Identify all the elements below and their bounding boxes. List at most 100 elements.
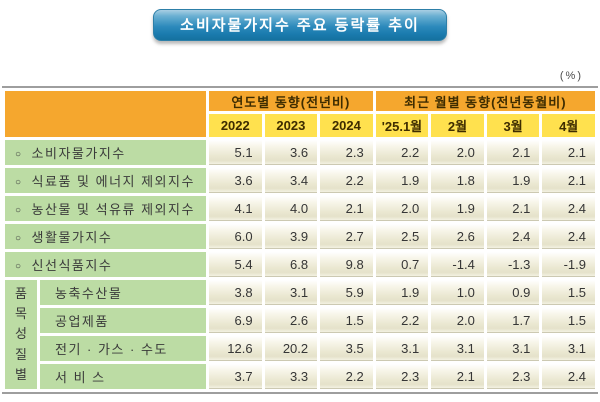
value-cell: 2.1 bbox=[320, 196, 373, 221]
value-cell: 3.7 bbox=[209, 364, 262, 389]
value-cell: 0.7 bbox=[375, 252, 429, 277]
value-cell: 1.5 bbox=[320, 308, 373, 333]
value-cell: 2.4 bbox=[542, 224, 595, 249]
value-cell: 6.8 bbox=[264, 252, 318, 277]
value-cell: 1.9 bbox=[486, 168, 540, 193]
value-cell: 2.7 bbox=[320, 224, 373, 249]
row-label-text: 농축수산물 bbox=[55, 286, 123, 301]
row-label-services: 서 비 스 bbox=[40, 364, 206, 389]
circle-bullet-icon: ○ bbox=[15, 205, 23, 216]
value-cell: 1.9 bbox=[431, 196, 484, 221]
value-cell: 5.4 bbox=[209, 252, 262, 277]
value-cell: 5.1 bbox=[209, 140, 262, 165]
value-cell: 2.3 bbox=[486, 364, 540, 389]
table-row: ○ 식료품 및 에너지 제외지수 3.6 3.4 2.2 1.9 1.8 1.9 … bbox=[5, 168, 595, 193]
value-cell: 1.9 bbox=[375, 168, 429, 193]
cpi-table: 연도별 동향(전년비) 최근 월별 동향(전년동월비) 2022 2023 20… bbox=[2, 88, 598, 392]
value-cell: 2.2 bbox=[375, 308, 429, 333]
value-cell: 0.9 bbox=[486, 280, 540, 305]
value-cell: 2.3 bbox=[320, 140, 373, 165]
value-cell: 9.8 bbox=[320, 252, 373, 277]
corner-cell bbox=[5, 91, 206, 137]
table-row: 공업제품 6.9 2.6 1.5 2.2 2.0 1.7 1.5 bbox=[5, 308, 595, 333]
row-label-text: 전기 · 가스 · 수도 bbox=[55, 342, 168, 357]
row-label-ex-food-energy: ○ 식료품 및 에너지 제외지수 bbox=[5, 168, 206, 193]
value-cell: -1.4 bbox=[431, 252, 484, 277]
col-header-2023: 2023 bbox=[264, 114, 318, 137]
value-cell: -1.3 bbox=[486, 252, 540, 277]
value-cell: 2.0 bbox=[375, 196, 429, 221]
value-cell: 1.9 bbox=[375, 280, 429, 305]
circle-bullet-icon: ○ bbox=[15, 177, 23, 188]
value-cell: 2.6 bbox=[431, 224, 484, 249]
row-label-text: 서 비 스 bbox=[55, 370, 106, 385]
value-cell: 1.0 bbox=[431, 280, 484, 305]
value-cell: 3.4 bbox=[264, 168, 318, 193]
value-cell: 6.9 bbox=[209, 308, 262, 333]
col-header-feb: 2월 bbox=[431, 114, 484, 137]
row-label-electricity-gas-water: 전기 · 가스 · 수도 bbox=[40, 336, 206, 361]
col-header-jan25: '25.1월 bbox=[375, 114, 429, 137]
value-cell: 2.0 bbox=[431, 308, 484, 333]
value-cell: 2.4 bbox=[542, 364, 595, 389]
circle-bullet-icon: ○ bbox=[15, 261, 23, 272]
value-cell: 2.2 bbox=[320, 168, 373, 193]
table-row: ○ 소비자물가지수 5.1 3.6 2.3 2.2 2.0 2.1 2.1 bbox=[5, 140, 595, 165]
row-label-text: 식료품 및 에너지 제외지수 bbox=[31, 174, 195, 189]
value-cell: 3.6 bbox=[209, 168, 262, 193]
col-header-apr: 4월 bbox=[542, 114, 595, 137]
table-row: 서 비 스 3.7 3.3 2.2 2.3 2.1 2.3 2.4 bbox=[5, 364, 595, 389]
row-label-fresh-food: ○ 신선식품지수 bbox=[5, 252, 206, 277]
row-label-text: 농산물 및 석유류 제외지수 bbox=[31, 202, 195, 217]
value-cell: 2.1 bbox=[431, 364, 484, 389]
value-cell: 2.1 bbox=[486, 140, 540, 165]
value-cell: 2.1 bbox=[486, 196, 540, 221]
col-header-2024: 2024 bbox=[320, 114, 373, 137]
cpi-table-wrapper: 연도별 동향(전년비) 최근 월별 동향(전년동월비) 2022 2023 20… bbox=[2, 86, 598, 394]
page-title: 소비자물가지수 주요 등락률 추이 bbox=[153, 9, 447, 41]
value-cell: 2.0 bbox=[431, 140, 484, 165]
value-cell: 1.5 bbox=[542, 308, 595, 333]
value-cell: 4.0 bbox=[264, 196, 318, 221]
row-label-text: 신선식품지수 bbox=[31, 258, 113, 273]
value-cell: 3.1 bbox=[486, 336, 540, 361]
value-cell: 20.2 bbox=[264, 336, 318, 361]
value-cell: 6.0 bbox=[209, 224, 262, 249]
value-cell: 2.1 bbox=[542, 140, 595, 165]
value-cell: 3.5 bbox=[320, 336, 373, 361]
value-cell: 2.2 bbox=[375, 140, 429, 165]
value-cell: 3.1 bbox=[431, 336, 484, 361]
table-row: ○ 신선식품지수 5.4 6.8 9.8 0.7 -1.4 -1.3 -1.9 bbox=[5, 252, 595, 277]
value-cell: 1.8 bbox=[431, 168, 484, 193]
value-cell: 3.9 bbox=[264, 224, 318, 249]
row-label-agri-livestock: 농축수산물 bbox=[40, 280, 206, 305]
col-group-yearly: 연도별 동향(전년비) bbox=[209, 91, 373, 111]
value-cell: 2.2 bbox=[320, 364, 373, 389]
table-row: 전기 · 가스 · 수도 12.6 20.2 3.5 3.1 3.1 3.1 3… bbox=[5, 336, 595, 361]
value-cell: 1.7 bbox=[486, 308, 540, 333]
col-header-2022: 2022 bbox=[209, 114, 262, 137]
value-cell: 1.5 bbox=[542, 280, 595, 305]
row-label-living-index: ○ 생활물가지수 bbox=[5, 224, 206, 249]
value-cell: 4.1 bbox=[209, 196, 262, 221]
col-header-mar: 3월 bbox=[486, 114, 540, 137]
row-label-cpi: ○ 소비자물가지수 bbox=[5, 140, 206, 165]
row-label-text: 생활물가지수 bbox=[31, 230, 113, 245]
row-label-text: 소비자물가지수 bbox=[31, 146, 126, 161]
value-cell: 2.3 bbox=[375, 364, 429, 389]
value-cell: 2.6 bbox=[264, 308, 318, 333]
value-cell: 12.6 bbox=[209, 336, 262, 361]
table-row: ○ 농산물 및 석유류 제외지수 4.1 4.0 2.1 2.0 1.9 2.1 … bbox=[5, 196, 595, 221]
circle-bullet-icon: ○ bbox=[15, 149, 23, 160]
value-cell: -1.9 bbox=[542, 252, 595, 277]
unit-label: (%) bbox=[559, 70, 583, 82]
circle-bullet-icon: ○ bbox=[15, 233, 23, 244]
table-row: 품목성질별 농축수산물 3.8 3.1 5.9 1.9 1.0 0.9 1.5 bbox=[5, 280, 595, 389]
value-cell: 3.6 bbox=[264, 140, 318, 165]
value-cell: 3.1 bbox=[264, 280, 318, 305]
value-cell: 3.1 bbox=[375, 336, 429, 361]
value-cell: 3.3 bbox=[264, 364, 318, 389]
value-cell: 3.8 bbox=[209, 280, 262, 305]
row-label-industrial-goods: 공업제품 bbox=[40, 308, 206, 333]
row-label-ex-agri-oil: ○ 농산물 및 석유류 제외지수 bbox=[5, 196, 206, 221]
